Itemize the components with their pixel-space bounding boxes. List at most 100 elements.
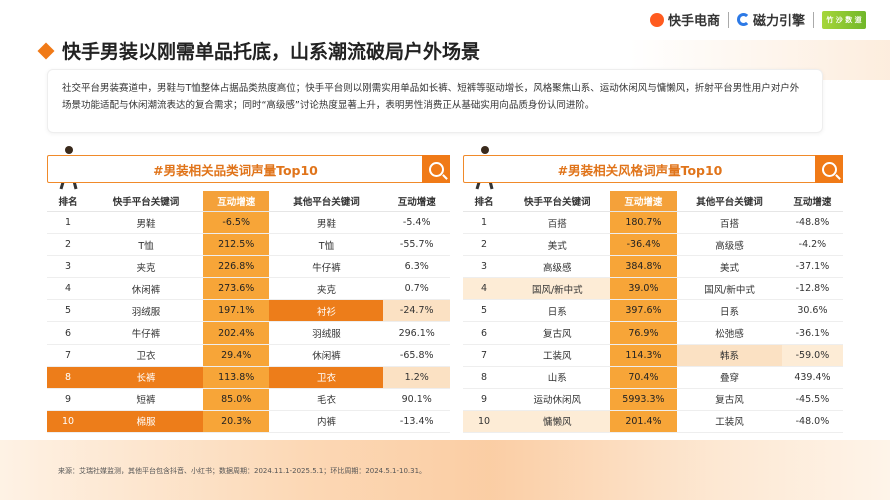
panel-title: #男装相关风格词声量Top10 (463, 155, 817, 183)
other-keyword-cell: 日系 (677, 299, 782, 323)
other-growth-cell: -65.8% (383, 344, 450, 367)
table-header-row: 排名 快手平台关键词 互动增速 其他平台关键词 互动增速 (463, 191, 843, 212)
table-row: 8 长裤 113.8% 卫衣 1.2% (47, 366, 450, 389)
ks-keyword-cell: 卫衣 (89, 344, 203, 367)
other-keyword-cell: 羽绒服 (269, 321, 384, 345)
other-keyword-cell: 毛衣 (269, 388, 384, 411)
logo-bar: 快手电商 磁力引擎 竹 沙 数 道 (649, 10, 866, 29)
ks-keyword-cell: 慵懒风 (505, 410, 610, 433)
other-keyword-cell: 夹克 (269, 277, 384, 301)
kuaishou-icon (649, 12, 664, 27)
other-growth-cell: 0.7% (383, 277, 450, 301)
panel-title: #男装相关品类词声量Top10 (47, 155, 424, 183)
style-panel: #男装相关风格词声量Top10 排名 快手平台关键词 互动增速 其他平台关键词 … (463, 146, 843, 433)
ks-growth-cell: 201.4% (609, 410, 678, 433)
other-keyword-cell: 韩系 (677, 344, 782, 367)
table-header-row: 排名 快手平台关键词 互动增速 其他平台关键词 互动增速 (47, 191, 450, 212)
other-keyword-cell: 松弛感 (677, 321, 782, 345)
table-row: 3 高级感 384.8% 美式 -37.1% (463, 255, 843, 279)
rank-cell: 5 (463, 299, 505, 323)
ks-growth-cell: -36.4% (609, 233, 678, 257)
table-row: 4 休闲裤 273.6% 夹克 0.7% (47, 277, 450, 301)
page-title: 快手男装以刚需单品托底，山系潮流破局户外场景 (62, 41, 481, 63)
other-keyword-cell: T恤 (269, 233, 384, 257)
ks-growth-cell: 39.0% (609, 277, 678, 301)
other-growth-cell: -37.1% (781, 255, 843, 279)
ks-growth-cell: 397.6% (609, 299, 678, 323)
header-other-keyword: 其他平台关键词 (677, 191, 782, 212)
style-table: 排名 快手平台关键词 互动增速 其他平台关键词 互动增速 1 百搭 180.7% 百搭… (463, 191, 843, 433)
other-keyword-cell: 复古风 (677, 388, 782, 411)
other-growth-cell: -5.4% (383, 211, 450, 235)
other-growth-cell: 1.2% (383, 366, 450, 389)
header-ks-keyword: 快手平台关键词 (89, 191, 203, 212)
rank-cell: 10 (47, 410, 89, 433)
source-footnote: 来源：艾瑞社媒监测，其他平台包含抖音、小红书；数据周期：2024.11.1-20… (58, 467, 427, 475)
rank-cell: 10 (463, 410, 505, 433)
other-growth-cell: 6.3% (383, 255, 450, 279)
ks-growth-cell: 85.0% (202, 388, 270, 411)
table-row: 2 T恤 212.5% T恤 -55.7% (47, 233, 450, 257)
kuaishou-logo: 快手电商 (649, 10, 720, 29)
decorative-wave-bottom (0, 440, 890, 500)
search-button[interactable] (422, 155, 450, 183)
rank-cell: 2 (463, 233, 505, 257)
ks-growth-cell: 70.4% (609, 366, 678, 389)
table-row: 5 日系 397.6% 日系 30.6% (463, 299, 843, 323)
other-growth-cell: 439.4% (781, 366, 843, 389)
table-row: 5 羽绒服 197.1% 衬衫 -24.7% (47, 299, 450, 323)
header-rank: 排名 (463, 191, 505, 212)
header-ks-growth: 互动增速 (609, 191, 678, 212)
other-growth-cell: -36.1% (781, 321, 843, 345)
ks-keyword-cell: 短裤 (89, 388, 203, 411)
table-row: 4 国风/新中式 39.0% 国风/新中式 -12.8% (463, 277, 843, 301)
table-row: 6 复古风 76.9% 松弛感 -36.1% (463, 321, 843, 345)
table-row: 10 慵懒风 201.4% 工装风 -48.0% (463, 410, 843, 433)
ks-keyword-cell: 棉服 (89, 410, 203, 433)
ks-growth-cell: 384.8% (609, 255, 678, 279)
rank-cell: 6 (463, 321, 505, 345)
other-growth-cell: -13.4% (383, 410, 450, 433)
ks-keyword-cell: 男鞋 (89, 211, 203, 235)
rank-cell: 7 (463, 344, 505, 367)
search-button[interactable] (815, 155, 843, 183)
table-row: 9 短裤 85.0% 毛衣 90.1% (47, 388, 450, 411)
table-row: 6 牛仔裤 202.4% 羽绒服 296.1% (47, 321, 450, 345)
rank-cell: 4 (463, 277, 505, 301)
ks-growth-cell: -6.5% (202, 211, 270, 235)
category-panel: #男装相关品类词声量Top10 排名 快手平台关键词 互动增速 其他平台关键词 … (47, 146, 450, 433)
other-keyword-cell: 内裤 (269, 410, 384, 433)
header-ks-growth: 互动增速 (202, 191, 270, 212)
ks-keyword-cell: 牛仔裤 (89, 321, 203, 345)
ks-growth-cell: 114.3% (609, 344, 678, 367)
table-row: 1 百搭 180.7% 百搭 -48.8% (463, 211, 843, 235)
ks-keyword-cell: 日系 (505, 299, 610, 323)
other-keyword-cell: 工装风 (677, 410, 782, 433)
ks-growth-cell: 113.8% (202, 366, 270, 389)
rank-cell: 7 (47, 344, 89, 367)
logo-divider (727, 11, 729, 28)
ks-growth-cell: 5993.3% (609, 388, 678, 411)
header-ks-keyword: 快手平台关键词 (505, 191, 610, 212)
ks-growth-cell: 180.7% (609, 211, 678, 235)
other-growth-cell: 296.1% (383, 321, 450, 345)
other-growth-cell: -45.5% (781, 388, 843, 411)
other-growth-cell: 90.1% (383, 388, 450, 411)
diamond-icon (37, 42, 55, 59)
ks-keyword-cell: 高级感 (505, 255, 610, 279)
other-keyword-cell: 男鞋 (269, 211, 384, 235)
description-box: 社交平台男装赛道中，男鞋与T恤整体占据品类热度高位；快手平台则以刚需实用单品如长… (47, 69, 823, 133)
other-growth-cell: -48.8% (781, 211, 843, 235)
ks-growth-cell: 29.4% (202, 344, 270, 367)
table-row: 7 工装风 114.3% 韩系 -59.0% (463, 344, 843, 367)
search-icon (428, 161, 444, 177)
other-keyword-cell: 国风/新中式 (677, 277, 782, 301)
header-other-growth: 互动增速 (781, 191, 843, 212)
other-growth-cell: 30.6% (781, 299, 843, 323)
rank-cell: 1 (463, 211, 505, 235)
ks-keyword-cell: 复古风 (505, 321, 610, 345)
ks-keyword-cell: 长裤 (89, 366, 203, 389)
ks-keyword-cell: 运动休闲风 (505, 388, 610, 411)
ks-keyword-cell: 夹克 (89, 255, 203, 279)
other-growth-cell: -12.8% (781, 277, 843, 301)
